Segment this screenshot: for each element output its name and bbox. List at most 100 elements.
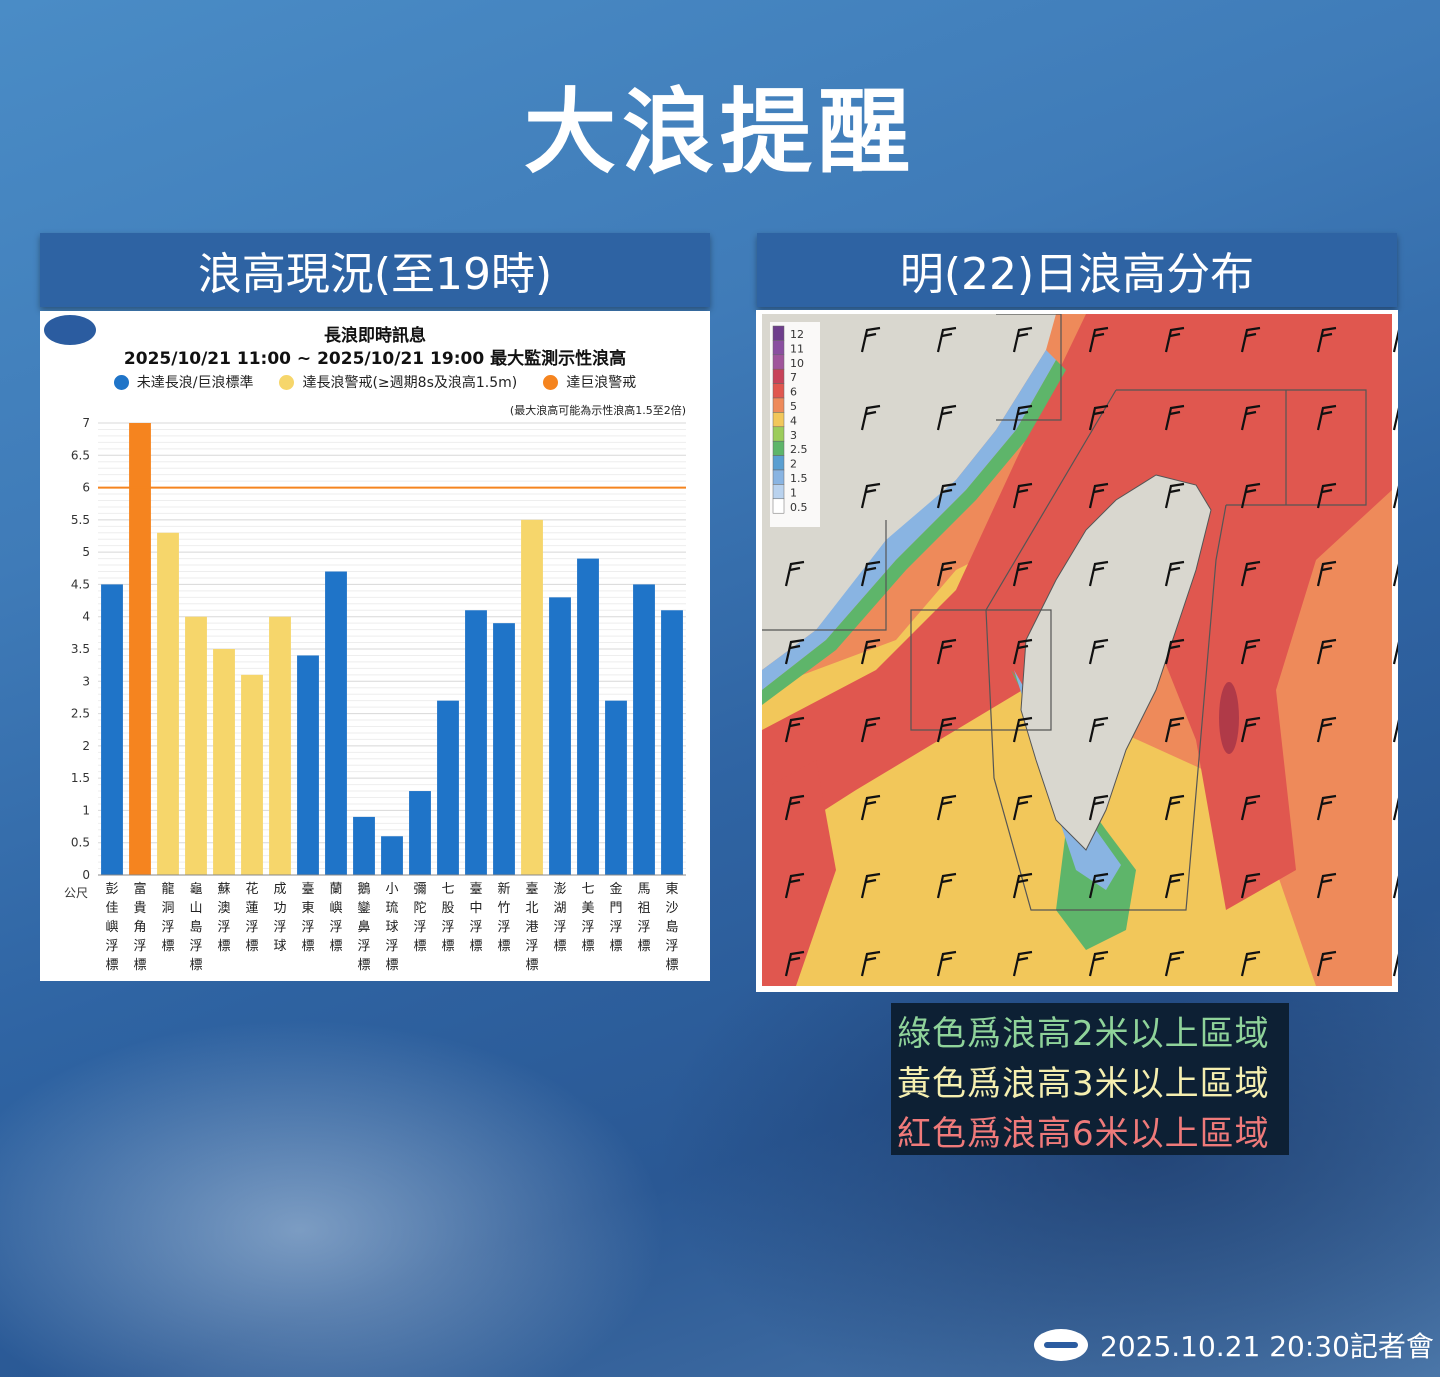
scale-label: 2.5 — [790, 443, 808, 456]
bar — [437, 700, 459, 875]
legend-item-huge: 達巨浪警戒 — [543, 372, 636, 392]
wind-barb-icon — [1240, 560, 1261, 587]
chart-subtitle: 2025/10/21 11:00 ~ 2025/10/21 19:00 最大監測… — [123, 349, 627, 369]
wind-barb-icon — [860, 950, 881, 977]
wind-barb-icon — [1164, 794, 1185, 821]
wind-barb-icon — [1392, 716, 1413, 743]
bar — [129, 423, 151, 875]
scale-label: 4 — [790, 414, 797, 427]
wind-barb-icon — [1316, 872, 1337, 899]
wind-barb-icon — [936, 326, 957, 353]
y-axis-label: 公尺 — [64, 886, 88, 900]
legend-swatch-yellow — [279, 374, 295, 390]
wind-barb-icon — [860, 404, 881, 431]
wind-barb-icon — [1164, 404, 1185, 431]
legend-label: 未達長浪/巨浪標準 — [136, 375, 254, 391]
wind-barb-icon — [1088, 950, 1109, 977]
wind-barb-icon — [936, 482, 957, 509]
wave-forecast-map: 12 11 10 7 6 5 4 3 2.5 2 1.5 1 0.5 — [756, 310, 1413, 992]
wind-barb-icon — [1240, 794, 1261, 821]
y-tick-label: 1.5 — [71, 771, 90, 785]
wind-barb-icon — [1316, 716, 1337, 743]
scale-swatch — [772, 340, 785, 356]
cwa-logo-icon — [1034, 1329, 1088, 1361]
y-tick-label: 0 — [82, 868, 90, 882]
scale-label: 7 — [790, 371, 797, 384]
china-coast-land — [762, 314, 1056, 670]
bar — [269, 616, 291, 875]
wave-bar-chart: 0 0.5 1 1.5 2 2.5 3 3.5 4 4.5 5 5.5 6 6.5 7 公尺 彭佳嶼浮標 富貴角浮… — [40, 311, 710, 981]
wind-barb-icon — [1392, 794, 1413, 821]
wind-barb-icon — [936, 794, 957, 821]
bar — [661, 610, 683, 875]
bar — [605, 700, 627, 875]
wind-barb-icon — [936, 950, 957, 977]
wind-barb-icon — [1012, 326, 1033, 353]
wind-barb-icon — [1392, 950, 1413, 977]
scale-swatch — [772, 440, 785, 456]
x-category-label: 澎湖浮標 — [553, 882, 566, 954]
bar — [101, 584, 123, 875]
legend-item-swell: 達長浪警戒(≥週期8s及浪高1.5m) — [279, 372, 517, 392]
footer-text: 2025.10.21 20:30記者會 — [1100, 1330, 1434, 1363]
scale-label: 12 — [790, 328, 804, 341]
x-category-label: 花蓮浮標 — [245, 881, 258, 954]
wind-barb-icon — [1164, 482, 1185, 509]
wind-barb-icon — [1240, 326, 1261, 353]
wind-barb-icon — [860, 638, 881, 665]
wind-barb-icon — [936, 404, 957, 431]
scale-swatch — [772, 498, 785, 514]
x-category-label: 鵝鑾鼻浮標 — [357, 882, 370, 973]
wind-barb-icon — [860, 794, 881, 821]
scale-swatch — [772, 426, 785, 442]
y-tick-label: 5.5 — [71, 513, 90, 527]
sea-red-area-west — [762, 760, 836, 986]
wind-barb-icon — [784, 950, 805, 977]
x-category-label: 小琉球浮標 — [385, 882, 398, 973]
wind-barb-icon — [1088, 716, 1109, 743]
x-category-label: 臺中浮標 — [469, 882, 482, 954]
forecast-header: 明(22)日浪高分布 — [757, 233, 1397, 307]
wind-barb-icon — [1392, 872, 1413, 899]
scale-swatch — [772, 354, 785, 370]
x-category-label: 蘇澳浮標 — [217, 882, 230, 954]
wind-barb-icon — [1012, 716, 1033, 743]
x-category-label: 臺北港浮標 — [525, 882, 538, 973]
bar — [521, 519, 543, 875]
wind-barb-icon — [1088, 638, 1109, 665]
scale-label: 0.5 — [790, 501, 808, 514]
wind-barb-icon — [1164, 326, 1185, 353]
x-category-label: 龍洞浮標 — [161, 881, 174, 954]
wind-barb-icon — [1164, 950, 1185, 977]
y-tick-label: 0.5 — [71, 836, 90, 850]
y-tick-label: 2 — [82, 739, 90, 753]
scale-swatch — [772, 325, 785, 341]
wind-barb-icon — [1392, 326, 1413, 353]
y-tick-label: 3 — [82, 674, 90, 688]
wind-barb-icon — [1012, 482, 1033, 509]
cwa-logo-icon — [44, 315, 96, 345]
wind-barb-icon — [784, 872, 805, 899]
x-category-label: 七美浮標 — [581, 882, 594, 954]
wind-barb-icon — [1088, 326, 1109, 353]
chart-legend: 未達長浪/巨浪標準 達長浪警戒(≥週期8s及浪高1.5m) 達巨浪警戒 — [40, 372, 710, 392]
scale-swatch — [772, 455, 785, 471]
wind-barb-icon — [1240, 482, 1261, 509]
x-category-label: 龜山島浮標 — [189, 882, 202, 973]
peak-wave-area — [1219, 682, 1239, 754]
wind-barb-icon — [1012, 638, 1033, 665]
wind-barb-icon — [1240, 950, 1261, 977]
scale-label: 5 — [790, 400, 797, 413]
current-wave-header: 浪高現況(至19時) — [40, 233, 710, 307]
wind-barb-icon — [1240, 872, 1261, 899]
x-category-label: 金門浮標 — [609, 881, 622, 954]
legend-label: 達長浪警戒(≥週期8s及浪高1.5m) — [302, 375, 518, 391]
x-category-label: 蘭嶼浮標 — [329, 881, 342, 954]
page-title: 大浪提醒 — [523, 79, 916, 186]
chart-canvas: 0 0.5 1 1.5 2 2.5 3 3.5 4 4.5 5 5.5 6 6.5 7 公尺 彭佳嶼浮標 富貴角浮… — [64, 416, 686, 973]
bar — [297, 655, 319, 875]
coastal-blue-band — [762, 350, 1056, 690]
bar — [213, 649, 235, 875]
wind-barb-icon — [1088, 560, 1109, 587]
